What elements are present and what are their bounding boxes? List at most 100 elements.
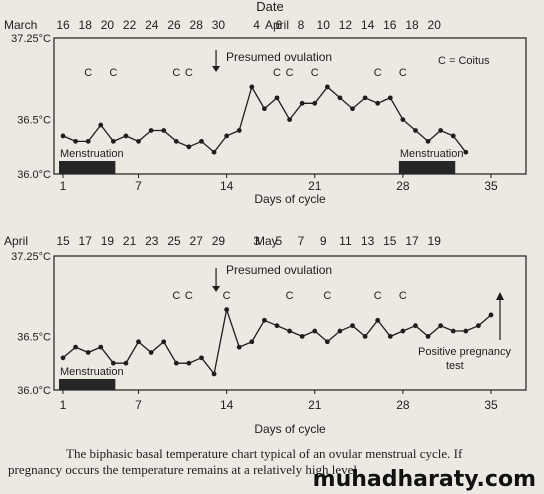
chart1-x-tick-label: 28 — [396, 179, 410, 193]
chart2-date-tick: 19 — [101, 234, 115, 248]
chart2-temperature-point — [249, 339, 255, 345]
chart1-temperature-point — [425, 138, 431, 144]
chart1-date-tick: 24 — [145, 18, 159, 32]
chart1-temperature-point — [413, 128, 418, 133]
chart1-temperature-point — [199, 138, 204, 144]
chart2-temperature-point — [362, 334, 368, 339]
chart1-temperature-point — [73, 138, 78, 144]
chart1-temperature-point — [98, 122, 104, 128]
chart2-temperature-point — [450, 328, 456, 334]
chart2-temperature-point — [199, 355, 204, 361]
chart2-coitus-mark: C — [323, 290, 331, 302]
chart2-pregnancy-label: Positive pregnancy — [418, 346, 511, 358]
chart1-y-tick-label: 36.0°C — [17, 169, 51, 181]
chart1-temperature-point — [60, 133, 66, 139]
chart1-date-tick: 4 — [253, 18, 260, 32]
chart1-coitus-mark: C — [185, 67, 193, 79]
chart2-temperature-point — [312, 328, 318, 334]
chart2-date-tick: 25 — [167, 234, 181, 248]
chart1-x-tick-label: 14 — [220, 179, 234, 193]
chart1-legend: C = Coitus — [438, 55, 490, 67]
chart2-x-tick-label: 14 — [220, 398, 234, 412]
chart2-temperature-point — [375, 317, 381, 323]
chart2-ovulation-arrow-head — [212, 286, 221, 292]
chart1-temperature-point — [236, 128, 242, 133]
chart2-temperature-point — [299, 334, 305, 339]
chart1-temperature-point — [350, 106, 355, 112]
chart1-coitus-mark: C — [311, 67, 319, 79]
chart1-date-tick: 18 — [79, 18, 93, 32]
chart1-menstruation-bar — [398, 161, 456, 174]
chart1-temperature-point — [387, 95, 393, 101]
chart2-temperature-point — [350, 323, 355, 329]
chart2-temperature-point — [400, 328, 406, 334]
chart2-temperature-point — [173, 360, 179, 366]
chart1-menstruation-bar — [59, 161, 116, 174]
chart2-temperature-point — [60, 355, 66, 361]
chart1-temperature-point — [287, 117, 292, 122]
chart2-date-tick: 7 — [298, 234, 305, 248]
chart2-date-tick: 27 — [190, 234, 204, 248]
chart1-menstruation-label: Menstruation — [400, 148, 464, 160]
chart2-date-tick: 3 — [253, 234, 260, 248]
chart1-ovulation-label: Presumed ovulation — [226, 50, 332, 64]
chart2-temperature-point — [136, 339, 141, 345]
chart2-x-tick-label: 7 — [135, 398, 142, 412]
chart1-y-tick-label: 36.5°C — [17, 115, 51, 127]
chart2-temperature-point — [413, 323, 418, 329]
chart2-temperature-point — [287, 328, 292, 334]
chart2-temperature-point — [224, 307, 230, 312]
chart2-date-tick: 11 — [339, 234, 352, 248]
chart1-date-tick: 20 — [101, 18, 115, 32]
chart2-temperature-point — [73, 344, 78, 350]
chart2-temperature-point — [85, 350, 91, 355]
chart1-temperature-point — [438, 128, 444, 133]
chart2-date-tick: 17 — [79, 234, 93, 248]
chart2-temperature-point — [463, 328, 469, 334]
chart1-date-tick: 28 — [190, 18, 204, 32]
chart1-date-tick: 16 — [383, 18, 397, 32]
chart1-temperature-point — [299, 100, 305, 106]
chart2-temperature-point — [488, 312, 494, 318]
chart2-coitus-mark: C — [223, 290, 231, 302]
chart2-date-tick: 19 — [428, 234, 442, 248]
chart1-temperature-point — [148, 128, 154, 133]
caption-line-2: pregnancy occurs the temperature remains… — [8, 462, 358, 477]
chart2-x-axis-label: Days of cycle — [254, 422, 326, 436]
chart1-temperature-line — [62, 85, 467, 154]
caption-line-1: The biphasic basal temperature chart typ… — [66, 446, 463, 461]
chart1-month-label: March — [4, 18, 37, 32]
chart1-temperature-point — [186, 144, 192, 150]
chart2-x-tick-label: 21 — [308, 398, 322, 412]
chart1-month-label: April — [265, 18, 289, 32]
chart1-temperature-point — [463, 149, 469, 155]
chart1-x-tick-label: 7 — [135, 179, 142, 193]
chart1-date-tick: 10 — [317, 18, 331, 32]
chart2-date-tick: 29 — [212, 234, 226, 248]
chart2-x-tick-label: 1 — [60, 398, 67, 412]
chart1-date-tick: 14 — [361, 18, 375, 32]
chart2-date-tick: 21 — [123, 234, 137, 248]
chart2-temperature-point — [324, 339, 330, 345]
chart2-temperature-point — [387, 334, 393, 339]
chart2-temperature-point — [161, 339, 167, 345]
chart1-temperature-point — [161, 128, 167, 133]
chart1-temperature-point — [173, 138, 179, 144]
chart2-ovulation-label: Presumed ovulation — [226, 263, 332, 277]
chart2-temperature-point — [98, 344, 104, 350]
chart1-date-tick: 22 — [123, 18, 137, 32]
chart1-temperature-point — [375, 100, 381, 106]
chart2-temperature-point — [274, 323, 280, 329]
chart1-temperature-point — [362, 95, 368, 101]
chart2-y-tick-label: 36.5°C — [17, 331, 51, 343]
chart1-date-tick: 20 — [428, 18, 442, 32]
chart2-menstruation-bar — [59, 379, 116, 390]
chart1-coitus-mark: C — [286, 67, 294, 79]
chart1-x-tick-label: 35 — [484, 179, 498, 193]
chart1-date-tick: 12 — [339, 18, 353, 32]
chart1-date-tick: 8 — [298, 18, 305, 32]
chart2-plot-frame — [53, 255, 527, 391]
chart1-temperature-point — [274, 95, 280, 101]
chart2-temperature-point — [337, 328, 343, 334]
